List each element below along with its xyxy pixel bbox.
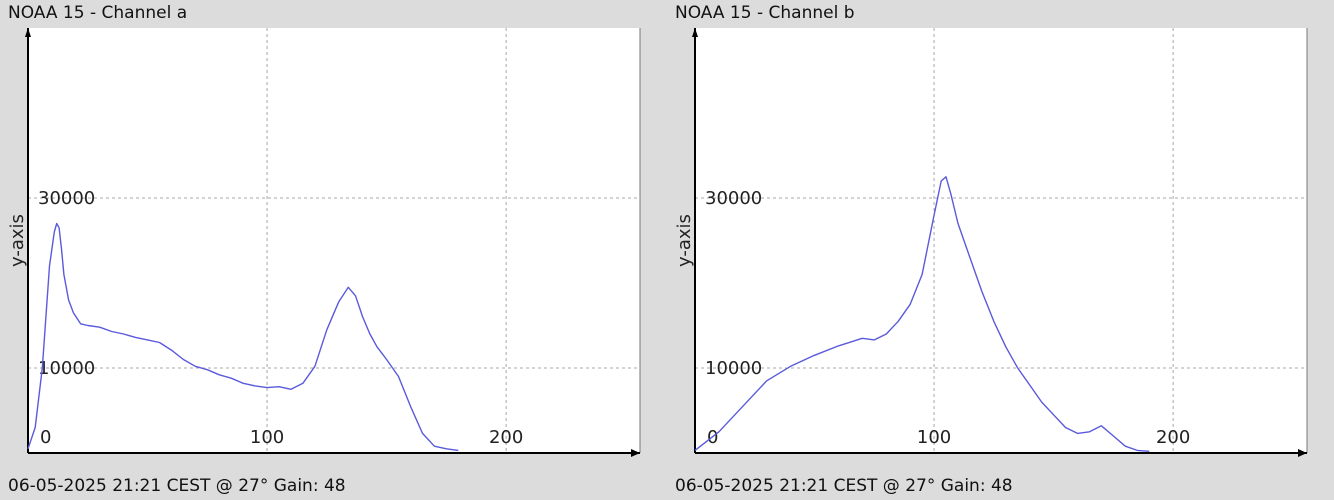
- y-tick-label: 30000: [705, 188, 762, 209]
- channel-a-panel: NOAA 15 - Channel a 0 100 200 10000 30000 y-a…: [7, 3, 641, 496]
- plot-area: [695, 28, 1307, 453]
- channel-b-chart: 0 100 200 10000 30000 y-axis: [674, 28, 1308, 457]
- panel-title: NOAA 15 - Channel a: [8, 3, 188, 23]
- y-axis-arrow: [692, 28, 698, 37]
- x-tick-label: 200: [489, 427, 523, 448]
- x-tick-label: 100: [917, 427, 951, 448]
- x-axis-arrow: [1298, 449, 1307, 457]
- x-tick-label: 0: [40, 427, 51, 448]
- x-tick-label: 100: [250, 427, 284, 448]
- x-tick-label: 0: [707, 427, 718, 448]
- y-axis-title: y-axis: [7, 214, 28, 267]
- y-axis-arrow: [25, 28, 31, 37]
- x-tick-label: 200: [1156, 427, 1190, 448]
- y-tick-label: 30000: [38, 188, 95, 209]
- panel-title: NOAA 15 - Channel b: [675, 3, 855, 23]
- panel-footer: 06-05-2025 21:21 CEST @ 27° Gain: 48: [8, 476, 346, 496]
- plot-area: [28, 28, 640, 453]
- series-line: [694, 176, 1150, 452]
- y-axis-title: y-axis: [674, 214, 695, 267]
- panel-footer: 06-05-2025 21:21 CEST @ 27° Gain: 48: [675, 476, 1013, 496]
- y-tick-label: 10000: [705, 358, 762, 379]
- y-tick-label: 10000: [38, 358, 95, 379]
- series-line: [27, 222, 459, 452]
- channel-a-chart: 0 100 200 10000 30000 y-axis: [7, 28, 641, 457]
- channel-b-panel: NOAA 15 - Channel b 0 100 200 10000 30000 y-a…: [667, 0, 1334, 500]
- x-axis-arrow: [631, 449, 640, 457]
